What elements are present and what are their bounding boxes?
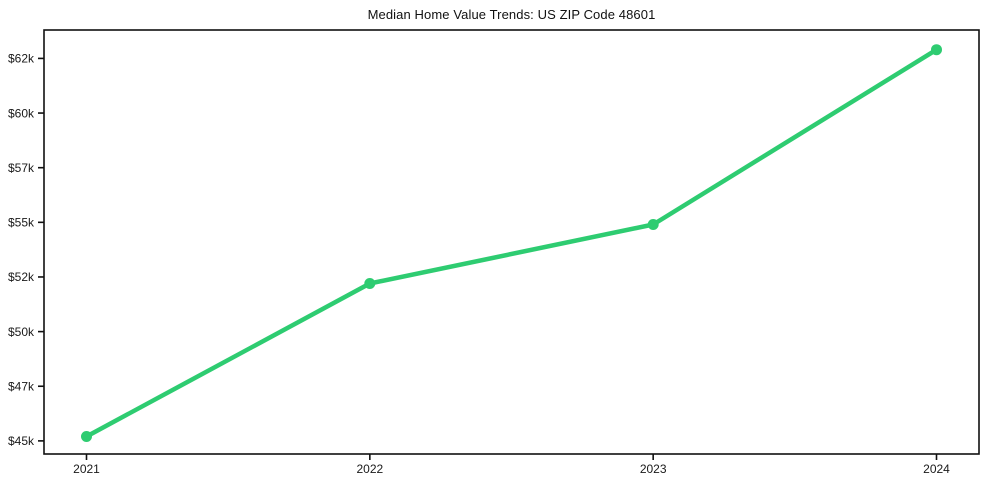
x-axis-tick-label: 2021 [73, 462, 100, 476]
plot-border [43, 29, 980, 455]
trend-line [84, 47, 939, 439]
y-axis-tick-label: $62k [8, 52, 35, 66]
x-axis-tick-label: 2023 [640, 462, 667, 476]
y-axis-tick-label: $50k [8, 325, 35, 339]
data-point-marker [931, 44, 942, 56]
y-axis-tick-label: $45k [8, 434, 35, 448]
y-axis-tick-label: $57k [8, 161, 35, 175]
y-axis-tick-label: $55k [8, 216, 35, 230]
data-point-marker [81, 431, 92, 442]
y-axis-tick-label: $47k [8, 379, 35, 393]
y-axis-tick-label: $52k [8, 270, 35, 284]
data-point-marker [647, 219, 659, 230]
chart-title: Median Home Value Trends: US ZIP Code 48… [367, 7, 656, 22]
data-point-marker [364, 278, 376, 289]
x-axis-tick-label: 2022 [356, 462, 383, 476]
x-axis-tick-label: 2024 [923, 462, 950, 476]
y-axis-tick-label: $60k [8, 106, 35, 120]
